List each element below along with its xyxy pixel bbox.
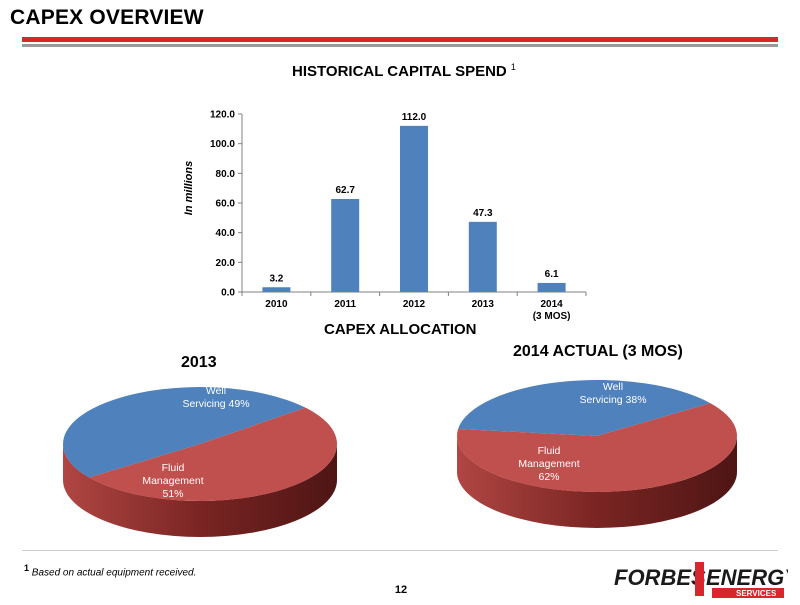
- y-tick-label: 0.0: [221, 288, 235, 299]
- pie-label-well-servicing-line: Servicing 49%: [182, 398, 249, 410]
- x-tick-label: 2011: [334, 299, 356, 310]
- header-red-rule: [22, 37, 778, 42]
- bar-value-label: 62.7: [335, 185, 355, 196]
- logo-right-text: ENERGY: [706, 565, 788, 590]
- x-tick-label: 2013: [472, 299, 495, 310]
- pie-label-well-servicing: Well Servicing 49%: [182, 385, 249, 410]
- pie-slice-well-servicing: [63, 387, 306, 478]
- bar: [262, 287, 291, 292]
- bar-chart-title: HISTORICAL CAPITAL SPEND 1: [292, 62, 516, 80]
- bar-value-label: 3.2: [269, 273, 283, 284]
- logo-red-bar: [695, 562, 704, 596]
- x-tick-label: 2010: [265, 299, 288, 310]
- y-tick-label: 100.0: [210, 139, 235, 150]
- footnote: 1 Based on actual equipment received.: [24, 563, 196, 578]
- bar-chart-title-footnote-mark: 1: [510, 62, 516, 72]
- y-tick-label: 80.0: [216, 169, 236, 180]
- bar-value-label: 47.3: [473, 208, 493, 219]
- pie-label-fluid-management: Fluid Management 51%: [142, 462, 203, 500]
- pie-2013-title: 2013: [181, 354, 217, 371]
- pie-label-fluid-management-line: Fluid: [162, 462, 185, 474]
- pie-chart-2014: Well Servicing 38% Fluid Management 62%: [456, 380, 737, 528]
- logo-left-text: FORBES: [614, 565, 706, 590]
- y-tick-label: 40.0: [216, 228, 236, 239]
- pie-slice-fluid-management: [89, 407, 338, 502]
- pie-2014-title: 2014 ACTUAL (3 MOS): [513, 343, 683, 360]
- footer-rule: [22, 550, 778, 551]
- pie-label-well-servicing-line: Well: [206, 385, 226, 397]
- bar: [468, 221, 497, 292]
- pie-side-wall: [457, 436, 737, 528]
- pie-label-well-servicing-line: Well: [603, 381, 623, 393]
- pie-side-wall: [63, 444, 337, 537]
- pie-label-fluid-management-line: Fluid: [538, 445, 561, 457]
- bar: [537, 282, 566, 292]
- page-number: 12: [394, 584, 408, 596]
- forbes-energy-logo: FORBES ENERGY SERVICES: [612, 560, 800, 600]
- y-tick-label: 20.0: [216, 258, 236, 269]
- footnote-text: Based on actual equipment received.: [31, 567, 197, 579]
- bar-value-label: 6.1: [545, 269, 559, 280]
- bar: [331, 198, 360, 292]
- pie-label-well-servicing-line: Servicing 38%: [579, 394, 646, 406]
- y-tick-label: 120.0: [210, 110, 235, 121]
- pie-label-fluid-management-line: 51%: [162, 488, 183, 500]
- pie-slice-fluid-management: [456, 403, 737, 492]
- bar-chart-title-text: HISTORICAL CAPITAL SPEND: [292, 63, 507, 80]
- x-tick-sublabel: (3 MOS): [533, 311, 571, 322]
- pie-label-well-servicing: Well Servicing 38%: [579, 381, 646, 406]
- header-gray-rule: [22, 44, 778, 47]
- bar: [400, 125, 428, 292]
- logo-sub-band: [712, 588, 784, 598]
- pie-label-fluid-management-line: Management: [142, 475, 203, 487]
- pie-chart-2013: Well Servicing 49% Fluid Management 51%: [63, 385, 338, 537]
- capex-allocation-title: CAPEX ALLOCATION: [324, 321, 477, 338]
- pie-label-fluid-management: Fluid Management 62%: [518, 445, 579, 483]
- footnote-number: 1: [24, 563, 30, 573]
- pie-slice-well-servicing: [458, 380, 711, 436]
- y-tick-label: 60.0: [216, 199, 236, 210]
- x-tick-label: 2014: [540, 299, 563, 310]
- x-tick-label: 2012: [403, 299, 426, 310]
- y-axis-label: In millions: [183, 161, 195, 215]
- page-title: CAPEX OVERVIEW: [10, 6, 204, 29]
- pie-label-fluid-management-line: Management: [518, 458, 579, 470]
- pie-label-fluid-management-line: 62%: [538, 471, 559, 483]
- bar-value-label: 112.0: [402, 112, 427, 123]
- logo-sub-text: SERVICES: [736, 589, 777, 598]
